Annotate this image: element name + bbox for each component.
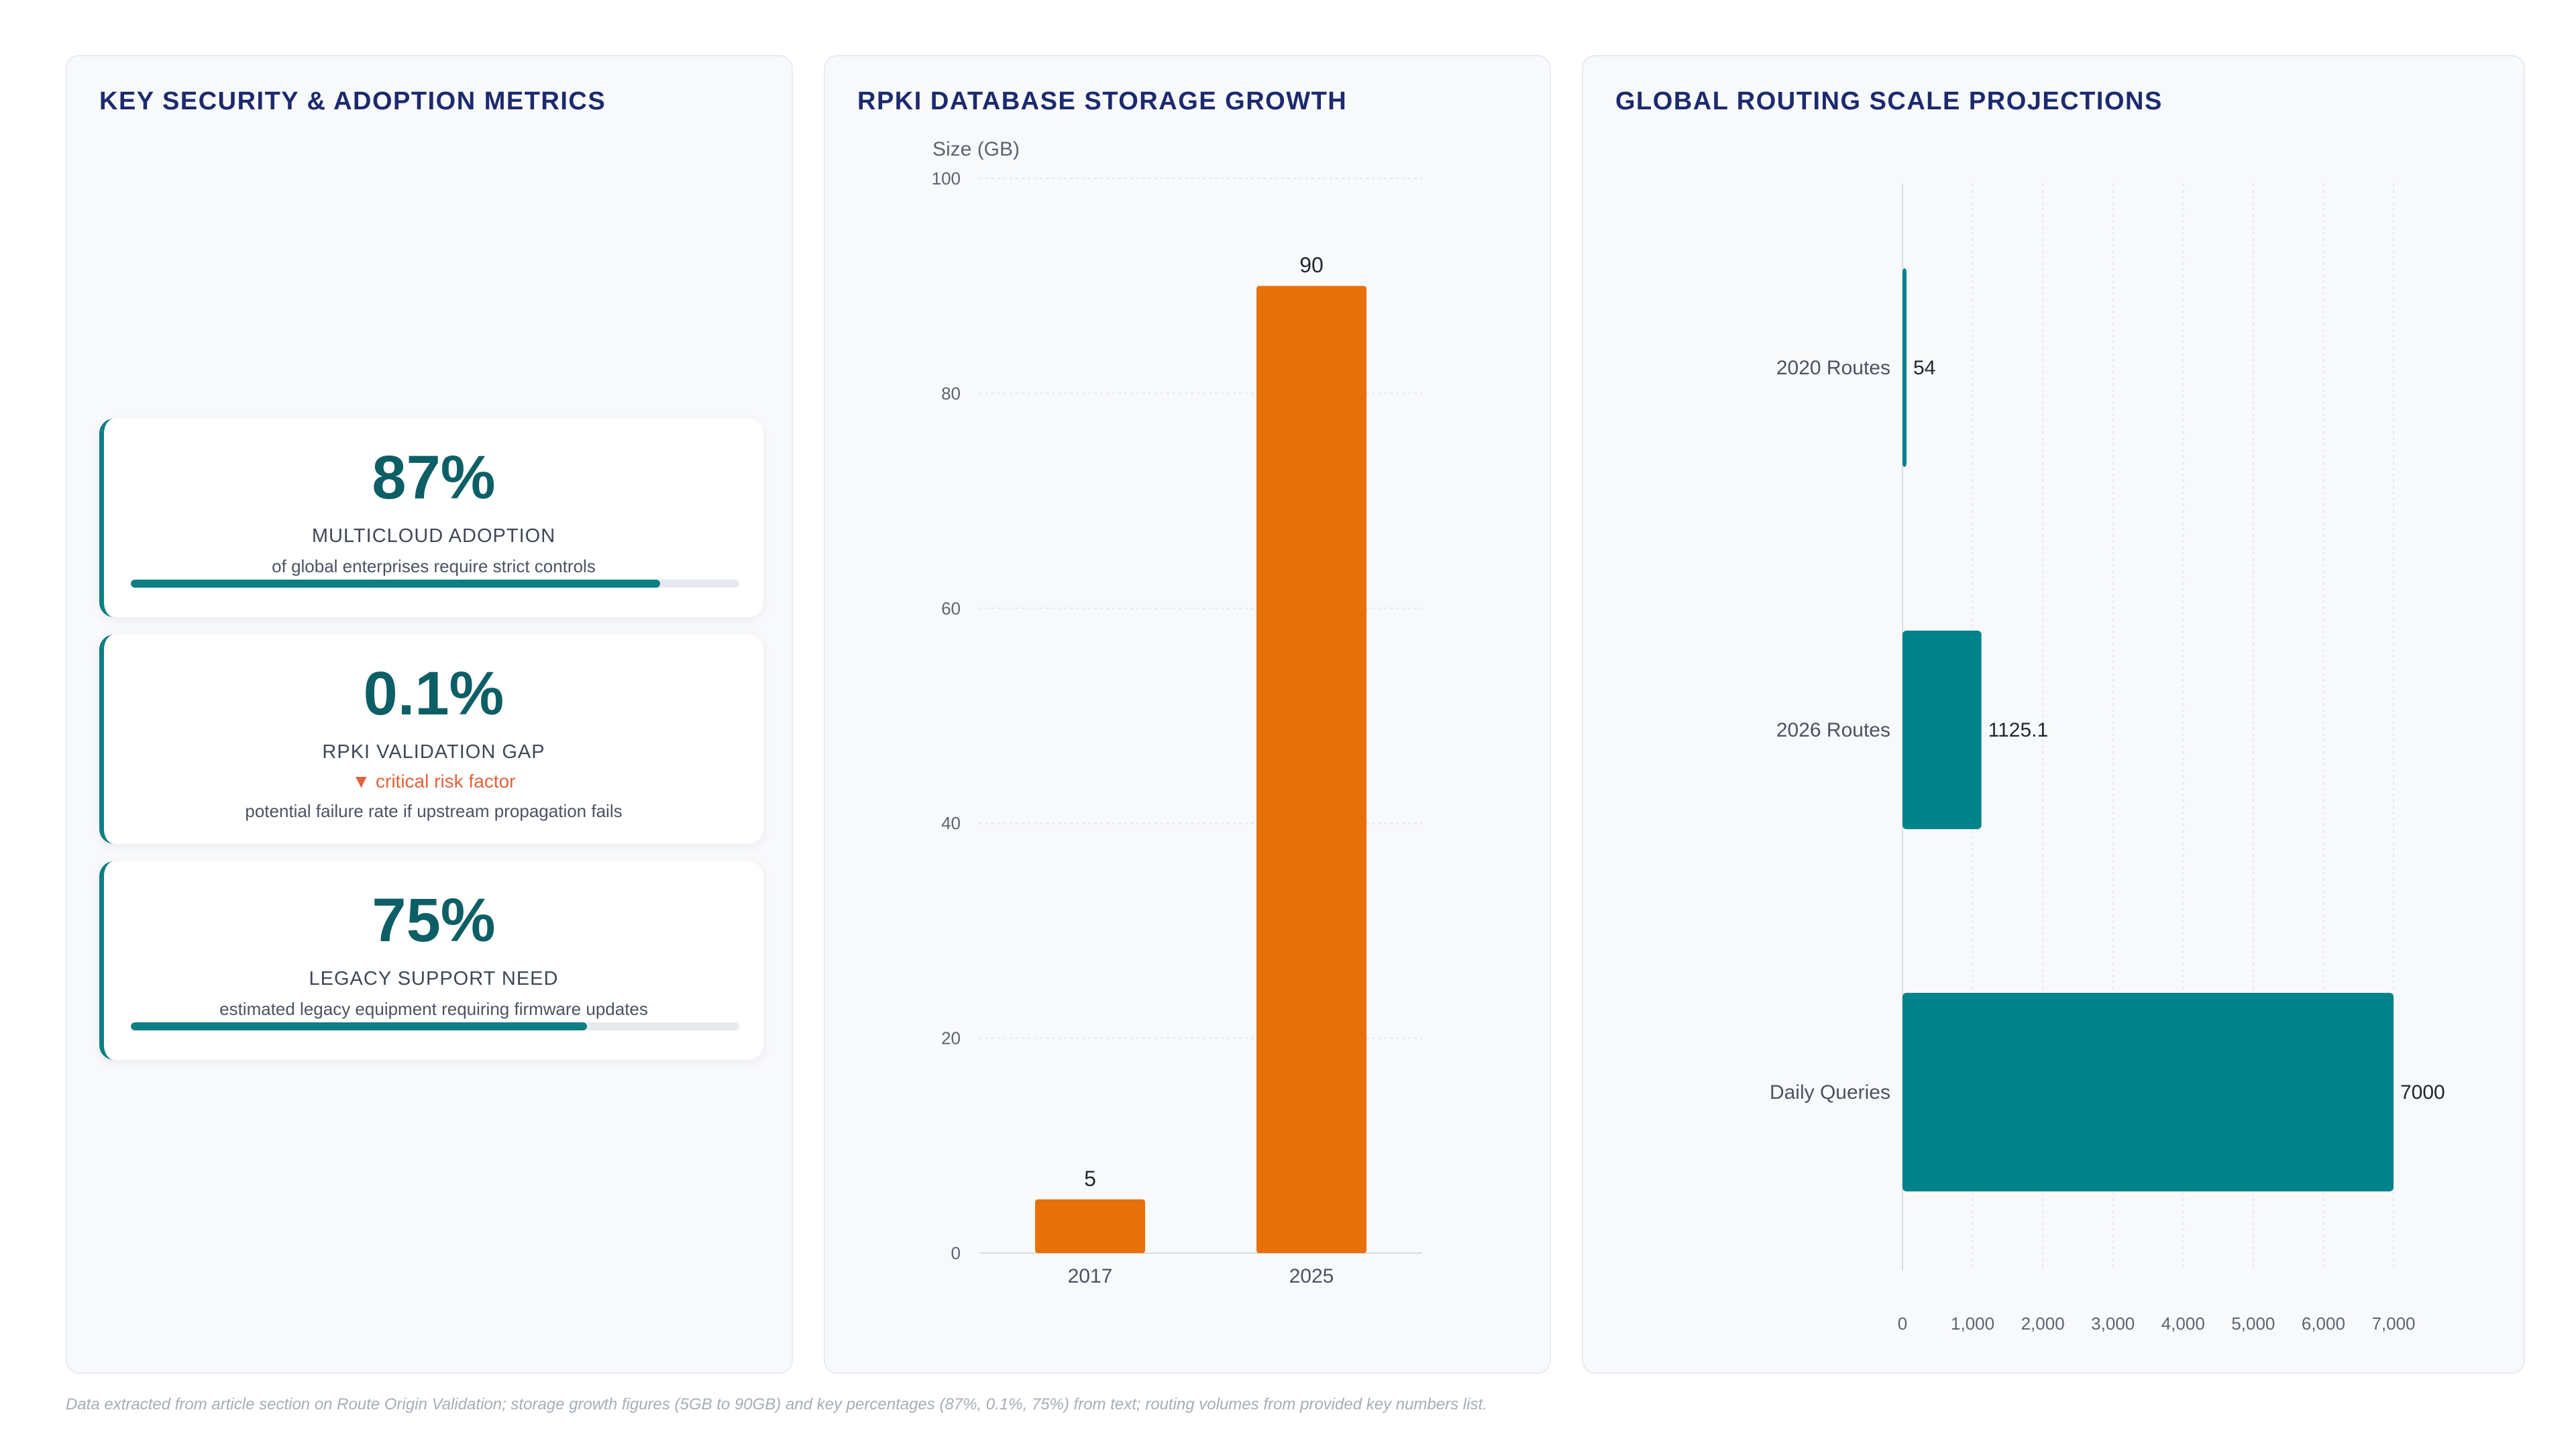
x-tick-label: 2,000 [2021,1313,2065,1334]
routing-chart-panel: GLOBAL ROUTING SCALE PROJECTIONS 0 1,000 2… [1582,55,2525,1374]
risk-flag: ▼ critical risk factor [352,770,516,792]
y-tick-label: 100 [932,168,961,189]
storage-bar-chart: Size (GB) 0 20 40 60 80 100 5 2017 90 2025 [932,138,1422,1287]
metric-card-legacy: 75% LEGACY SUPPORT NEED estimated legacy… [99,861,763,1060]
x-tick-label: 4,000 [2161,1313,2205,1334]
y-tick-label: 80 [941,383,961,403]
y-tick-label: Daily Queries [1770,1081,1890,1104]
x-tick-label: 6,000 [2302,1313,2345,1334]
bar [1035,1199,1145,1253]
footnote: Data extracted from article section on R… [66,1395,1487,1413]
y-tick-label: 20 [941,1028,961,1049]
storage-chart-panel: RPKI DATABASE STORAGE GROWTH Size (GB) 0 2… [824,55,1551,1374]
progress-fill [131,580,661,588]
x-tick-label: 7,000 [2371,1313,2415,1334]
metric-description: estimated legacy equipment requiring fir… [219,998,648,1019]
metric-description: potential failure rate if upstream propa… [245,800,623,821]
data-label: 54 [1913,357,1935,379]
x-tick-label: 5,000 [2231,1313,2275,1334]
y-tick-label: 40 [941,813,961,833]
bar [1256,286,1366,1254]
progress-track [131,580,739,588]
metric-value: 75% [372,886,496,955]
progress-track [131,1022,739,1030]
metrics-panel: KEY SECURITY & ADOPTION METRICS 87% MULT… [66,55,793,1374]
metric-card-rpki-gap: 0.1% RPKI VALIDATION GAP ▼ critical risk… [99,635,763,844]
x-tick-label: 2025 [1289,1265,1334,1287]
metrics-panel-title: KEY SECURITY & ADOPTION METRICS [99,87,606,115]
data-label: 90 [1299,253,1324,277]
routing-bar-chart: 0 1,000 2,000 3,000 4,000 5,000 6,000 7,000 54 20… [1770,184,2445,1334]
metric-value: 0.1% [363,659,504,728]
y-tick-label: 60 [941,598,961,619]
metric-card-multicloud: 87% MULTICLOUD ADOPTION of global enterp… [99,419,763,617]
progress-fill [131,1022,588,1030]
x-tick-label: 3,000 [2091,1313,2135,1334]
storage-chart-title: RPKI DATABASE STORAGE GROWTH [857,87,1348,115]
x-tick-label: 2017 [1068,1265,1113,1287]
metric-description: of global enterprises require strict con… [272,555,596,576]
metric-label: RPKI VALIDATION GAP [322,741,545,763]
y-tick-label: 2026 Routes [1776,719,1890,741]
data-label: 7000 [2400,1081,2445,1104]
bar [1902,631,1982,829]
metric-label: LEGACY SUPPORT NEED [309,968,559,989]
bar [1902,993,2394,1191]
y-tick-label: 0 [951,1243,961,1263]
data-label: 1125.1 [1988,719,2049,741]
y-tick-label: 2020 Routes [1776,357,1890,379]
routing-chart-title: GLOBAL ROUTING SCALE PROJECTIONS [1615,87,2163,115]
x-tick-label: 1,000 [1951,1313,1994,1334]
metric-label: MULTICLOUD ADOPTION [311,525,556,547]
y-axis-label: Size (GB) [932,138,1020,160]
bar [1902,268,1907,467]
data-label: 5 [1084,1167,1096,1191]
metric-value: 87% [372,443,496,512]
x-tick-label: 0 [1898,1313,1907,1334]
